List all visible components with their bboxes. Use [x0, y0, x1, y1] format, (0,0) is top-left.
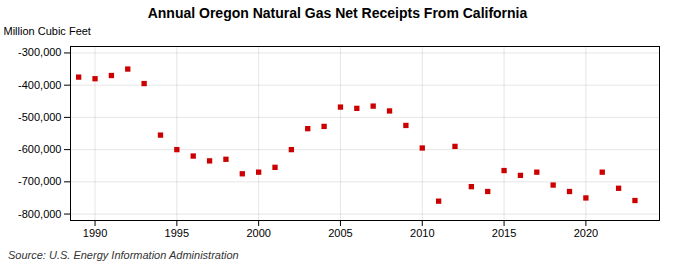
svg-text:-400,000: -400,000 — [18, 79, 61, 91]
html-text:Source: U.S. Energy Informatio: Source: U.S. Energy Information Administ… — [8, 249, 239, 261]
svg-text:1990: 1990 — [83, 227, 107, 239]
svg-text:2020: 2020 — [574, 227, 598, 239]
svg-text:-600,000: -600,000 — [18, 143, 61, 155]
svg-text:2005: 2005 — [328, 227, 352, 239]
svg-text:2000: 2000 — [246, 227, 270, 239]
svg-text:-700,000: -700,000 — [18, 175, 61, 187]
svg-text:-800,000: -800,000 — [18, 208, 61, 220]
svg-text:-500,000: -500,000 — [18, 111, 61, 123]
html-text:Annual Oregon Natural Gas Net: Annual Oregon Natural Gas Net Receipts F… — [147, 5, 528, 21]
svg-text:1995: 1995 — [165, 227, 189, 239]
svg-text:-300,000: -300,000 — [18, 46, 61, 58]
svg-text:Million Cubic Feet: Million Cubic Feet — [4, 25, 91, 37]
svg-text:2015: 2015 — [492, 227, 516, 239]
svg-text:2010: 2010 — [410, 227, 434, 239]
